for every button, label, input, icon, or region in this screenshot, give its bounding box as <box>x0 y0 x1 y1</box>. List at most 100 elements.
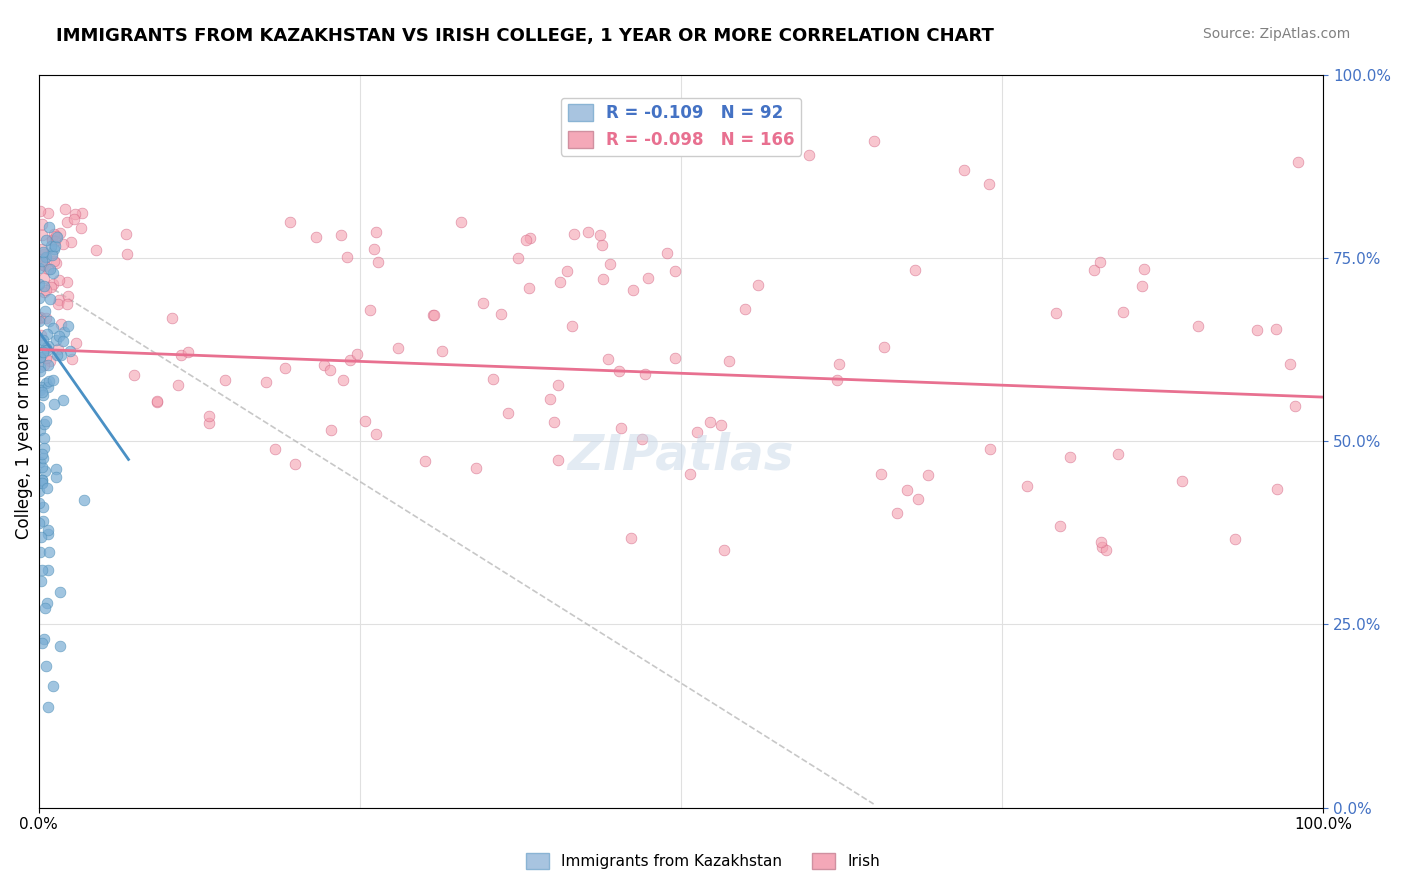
Point <box>1171 475 1194 489</box>
Point <box>35 311 58 326</box>
Point <box>354 414 377 428</box>
Point <box>1264 322 1286 336</box>
Point <box>28 545 51 559</box>
Point <box>31 447 53 461</box>
Point <box>1049 519 1071 533</box>
Point <box>1187 319 1209 334</box>
Point <box>38 220 60 235</box>
Point <box>37 359 59 373</box>
Point <box>72 206 94 220</box>
Point <box>314 358 336 372</box>
Text: IMMIGRANTS FROM KAZAKHSTAN VS IRISH COLLEGE, 1 YEAR OR MORE CORRELATION CHART: IMMIGRANTS FROM KAZAKHSTAN VS IRISH COLL… <box>56 27 994 45</box>
Legend: R = -0.109   N = 92, R = -0.098   N = 166: R = -0.109 N = 92, R = -0.098 N = 166 <box>561 97 801 155</box>
Point <box>32 500 55 515</box>
Point <box>34 279 56 293</box>
Point <box>28 359 51 374</box>
Point <box>330 227 353 242</box>
Point <box>592 272 614 286</box>
Point <box>42 321 65 335</box>
Point <box>49 226 72 240</box>
Point <box>517 281 540 295</box>
Point <box>387 341 409 355</box>
Point <box>359 303 381 318</box>
Point <box>596 351 619 366</box>
Point <box>28 313 51 327</box>
Point <box>339 353 361 368</box>
Point <box>28 516 51 530</box>
Point <box>28 401 51 415</box>
Point <box>734 126 756 140</box>
Point <box>38 374 60 388</box>
Point <box>45 462 67 476</box>
Point <box>167 378 190 392</box>
Point <box>35 250 58 264</box>
Point <box>73 492 96 507</box>
Point <box>685 425 707 439</box>
Point <box>862 134 884 148</box>
Point <box>39 262 62 277</box>
Point <box>35 233 58 247</box>
Point <box>28 291 51 305</box>
Point <box>44 227 66 241</box>
Point <box>35 284 58 298</box>
Point <box>828 358 851 372</box>
Point <box>31 258 53 272</box>
Point <box>45 228 67 243</box>
Point <box>60 235 83 249</box>
Point <box>710 417 733 432</box>
Point <box>32 285 55 300</box>
Point <box>28 310 51 325</box>
Point <box>30 423 52 437</box>
Point <box>58 319 80 334</box>
Point <box>32 245 55 260</box>
Point <box>872 340 894 354</box>
Point <box>37 206 59 220</box>
Point <box>979 442 1001 456</box>
Point <box>65 335 87 350</box>
Point <box>56 296 79 310</box>
Point <box>825 373 848 387</box>
Point <box>491 307 513 321</box>
Point <box>32 417 55 431</box>
Point <box>31 227 53 242</box>
Point <box>31 333 53 347</box>
Point <box>450 214 472 228</box>
Point <box>122 368 145 383</box>
Point <box>28 261 51 276</box>
Point <box>561 318 583 333</box>
Point <box>1090 534 1112 549</box>
Point <box>548 275 571 289</box>
Point <box>39 279 62 293</box>
Point <box>607 364 630 378</box>
Point <box>70 221 93 235</box>
Point <box>170 348 193 362</box>
Point <box>48 293 70 308</box>
Point <box>35 658 58 673</box>
Point <box>547 453 569 467</box>
Point <box>45 470 67 484</box>
Point <box>1045 306 1067 320</box>
Point <box>1015 479 1038 493</box>
Point <box>657 245 679 260</box>
Point <box>364 427 387 442</box>
Point <box>30 455 52 469</box>
Point <box>84 243 107 257</box>
Point <box>31 476 53 491</box>
Point <box>30 574 52 588</box>
Point <box>56 289 79 303</box>
Point <box>31 217 53 231</box>
Point <box>146 394 169 409</box>
Point <box>35 326 58 341</box>
Point <box>41 248 63 262</box>
Point <box>34 632 56 647</box>
Point <box>422 309 444 323</box>
Point <box>37 699 59 714</box>
Point <box>274 361 297 376</box>
Point <box>214 373 236 387</box>
Point <box>367 255 389 269</box>
Point <box>1284 399 1306 413</box>
Point <box>30 530 52 544</box>
Point <box>35 343 58 358</box>
Point <box>39 293 62 307</box>
Point <box>37 563 59 577</box>
